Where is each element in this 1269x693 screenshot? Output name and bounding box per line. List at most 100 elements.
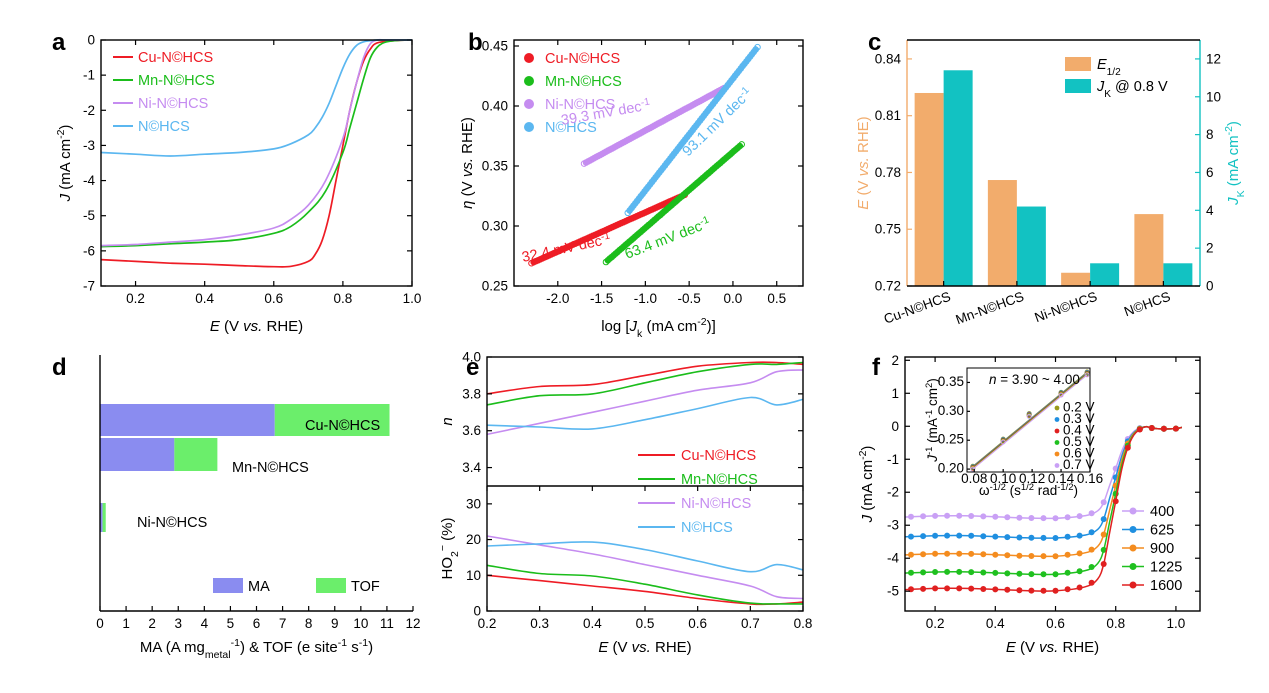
x-tick-label-f: 0.4 bbox=[986, 616, 1005, 631]
rde-point-f-1 bbox=[1100, 516, 1107, 523]
rde-point-f-2 bbox=[968, 550, 975, 557]
legend-label-a-2: Ni-N©HCS bbox=[138, 96, 208, 112]
rde-point-f-0 bbox=[1052, 515, 1059, 522]
legend-label-e-3: N©HCS bbox=[681, 520, 733, 536]
x-tick-label-d: 8 bbox=[305, 616, 313, 631]
inset-legend-label-f-4: 0.6 V bbox=[1063, 446, 1095, 461]
ho2-line-e-1 bbox=[486, 564, 804, 605]
rde-point-f-4 bbox=[1004, 586, 1011, 593]
n-line-e-2 bbox=[486, 369, 804, 436]
inset-legend-marker-f-5 bbox=[1054, 463, 1060, 468]
legend-marker-f-4 bbox=[1129, 581, 1137, 589]
plot-frame-f bbox=[904, 356, 1201, 612]
y-tick-label-a: -5 bbox=[83, 208, 95, 223]
rde-point-f-4 bbox=[1088, 579, 1095, 586]
rde-point-f-1 bbox=[1064, 533, 1071, 540]
slope-annotation-b-0: 32.4 mV dec-1 bbox=[520, 230, 612, 266]
rde-point-f-2 bbox=[956, 550, 963, 557]
bar-e-0 bbox=[914, 92, 944, 286]
y-tick-label-f: 2 bbox=[891, 353, 899, 368]
x-tick-label-b: -1.5 bbox=[590, 291, 613, 306]
rde-point-f-3 bbox=[992, 569, 999, 576]
rde-point-f-2 bbox=[1088, 546, 1095, 553]
x-tick-label-e: 0.7 bbox=[741, 616, 760, 631]
rde-point-f-2 bbox=[908, 551, 914, 558]
legend-label-a-0: Cu-N©HCS bbox=[138, 50, 213, 66]
bar-ma-1 bbox=[100, 438, 175, 471]
inset-x-tick-label-f-4: 0.16 bbox=[1077, 471, 1103, 486]
x-tick-label-d: 2 bbox=[148, 616, 156, 631]
bar-jk-2 bbox=[1090, 263, 1120, 286]
legend-swatch-c-1 bbox=[1065, 79, 1091, 93]
y2-tick-label-c-0: 0 bbox=[1206, 279, 1214, 294]
x-tick-label-a: 0.2 bbox=[126, 291, 145, 306]
legend-label-f-1: 625 bbox=[1150, 523, 1174, 539]
ho2-line-e-3 bbox=[486, 541, 804, 573]
x-tick-label-a: 0.4 bbox=[195, 291, 214, 306]
rde-point-f-0 bbox=[980, 513, 987, 520]
x-tick-label-e: 0.2 bbox=[478, 616, 497, 631]
fit-line-b-3 bbox=[625, 45, 760, 215]
inset-x-tick-label-f-1: 0.10 bbox=[990, 471, 1016, 486]
rde-point-f-3 bbox=[1088, 564, 1095, 570]
inset-legend-label-f-1: 0.3 V bbox=[1063, 411, 1095, 426]
x-axis-label-d: MA (A mgmetal-1) & TOF (e site-1 s-1) bbox=[140, 637, 373, 661]
x-tick-label-d: 7 bbox=[279, 616, 287, 631]
y-axis-label-e-bot: HO2− (%) bbox=[437, 518, 461, 580]
y-tick-label-f: 1 bbox=[891, 386, 899, 401]
y-tick-label-a: -1 bbox=[83, 68, 95, 83]
legend-label-b-0: Cu-N©HCS bbox=[545, 51, 620, 67]
y-tick-label-e-bot: 30 bbox=[466, 496, 481, 511]
rde-point-f-1 bbox=[968, 532, 975, 539]
rde-point-f-3 bbox=[908, 569, 914, 576]
rde-point-f-2 bbox=[932, 550, 939, 557]
y-tick-label-f: 0 bbox=[891, 419, 899, 434]
x-tick-label-c-0: Cu-N©HCS bbox=[882, 289, 953, 327]
n-line-e-0 bbox=[486, 361, 804, 395]
inset-legend-label-f-2: 0.4 V bbox=[1063, 423, 1095, 438]
y-tick-label-a: -7 bbox=[83, 279, 95, 294]
rde-point-f-0 bbox=[1016, 514, 1023, 521]
x-tick-label-d: 1 bbox=[122, 616, 130, 631]
legend-label-e-2: Ni-N©HCS bbox=[681, 496, 751, 512]
panel-label-e: e bbox=[466, 354, 479, 381]
rde-point-f-3 bbox=[932, 569, 939, 575]
inset-legend-label-f-3: 0.5 V bbox=[1063, 434, 1095, 449]
plot-frame-a bbox=[100, 39, 413, 287]
y-axis-label-c: E (V vs. RHE) bbox=[855, 116, 872, 209]
rde-point-f-2 bbox=[1052, 553, 1059, 560]
x-tick-label-a: 0.8 bbox=[333, 291, 352, 306]
x-tick-label-b: 0.5 bbox=[767, 291, 786, 306]
y-tick-label-a: 0 bbox=[87, 33, 95, 48]
n-line-e-1 bbox=[486, 361, 804, 406]
y-tick-label-b: 0.25 bbox=[482, 279, 508, 294]
x-tick-label-b: -1.0 bbox=[634, 291, 657, 306]
x-tick-label-e: 0.8 bbox=[794, 616, 813, 631]
inset-y-tick-label-f-3: 0.35 bbox=[938, 374, 964, 389]
rde-point-f-0 bbox=[1076, 513, 1083, 520]
rde-point-f-4 bbox=[1052, 587, 1059, 594]
rde-point-f-4 bbox=[1160, 425, 1167, 432]
bar-jk-3 bbox=[1163, 263, 1193, 286]
legend-label-b-2: Ni-N©HCS bbox=[545, 97, 615, 113]
y-tick-label-e-top: 3.8 bbox=[462, 386, 481, 401]
panel-a: a 0.2 0.4 0.6 0.8 1.0 -7 -6 -5 -4 -3 -2 -1 0 E (V vs. … bbox=[52, 29, 421, 335]
inset-point-f-5 bbox=[1084, 372, 1090, 378]
x-tick-label-d: 9 bbox=[331, 616, 339, 631]
inset-y-tick-label-f-0: 0.20 bbox=[938, 461, 964, 476]
rde-point-f-2 bbox=[992, 551, 999, 558]
inset-legend-marker-f-2 bbox=[1054, 428, 1060, 434]
rde-point-f-4 bbox=[992, 586, 999, 593]
panel-label-a: a bbox=[52, 29, 66, 56]
y2-tick-label-c-1: 2 bbox=[1206, 241, 1214, 256]
ho2-line-e-0 bbox=[486, 574, 804, 606]
inset-annotation-f: n = 3.90 ~ 4.00 bbox=[989, 372, 1080, 387]
rde-point-f-3 bbox=[1052, 571, 1059, 578]
y-tick-label-f: -4 bbox=[887, 551, 899, 566]
y-tick-label-f: -1 bbox=[887, 452, 899, 467]
category-label-d-0: Cu-N©HCS bbox=[305, 418, 380, 434]
rde-point-f-2 bbox=[980, 551, 987, 558]
rde-point-f-4 bbox=[956, 585, 963, 592]
inset-point-f-5 bbox=[1058, 392, 1064, 398]
legend-swatch-d-1 bbox=[316, 578, 346, 593]
